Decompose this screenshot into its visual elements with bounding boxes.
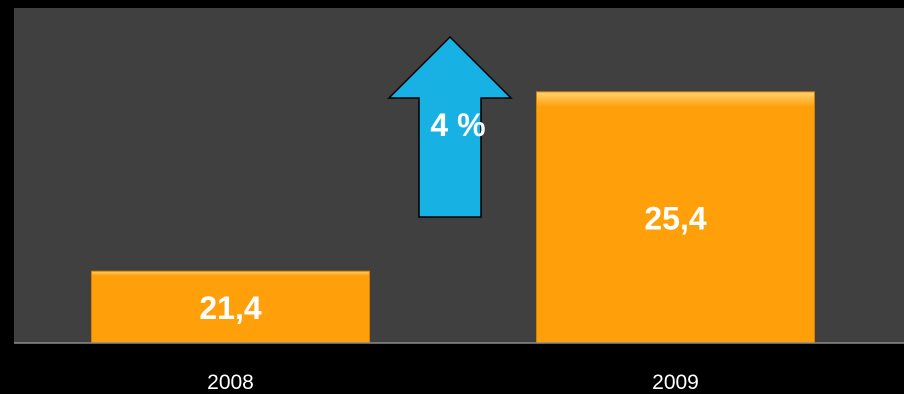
bar-2008: [91, 270, 370, 344]
bar-2009: [536, 91, 815, 344]
up-arrow-icon: [387, 35, 513, 218]
change-annotation: 4 %: [387, 35, 513, 218]
x-tick-label-2008: 2008: [207, 371, 254, 394]
bar-value-label-2009: 25,4: [644, 200, 706, 236]
bar-value-label-2008: 21,4: [199, 290, 261, 326]
x-tick-label-2009: 2009: [652, 371, 699, 394]
change-percent-label: 4 %: [430, 107, 485, 143]
